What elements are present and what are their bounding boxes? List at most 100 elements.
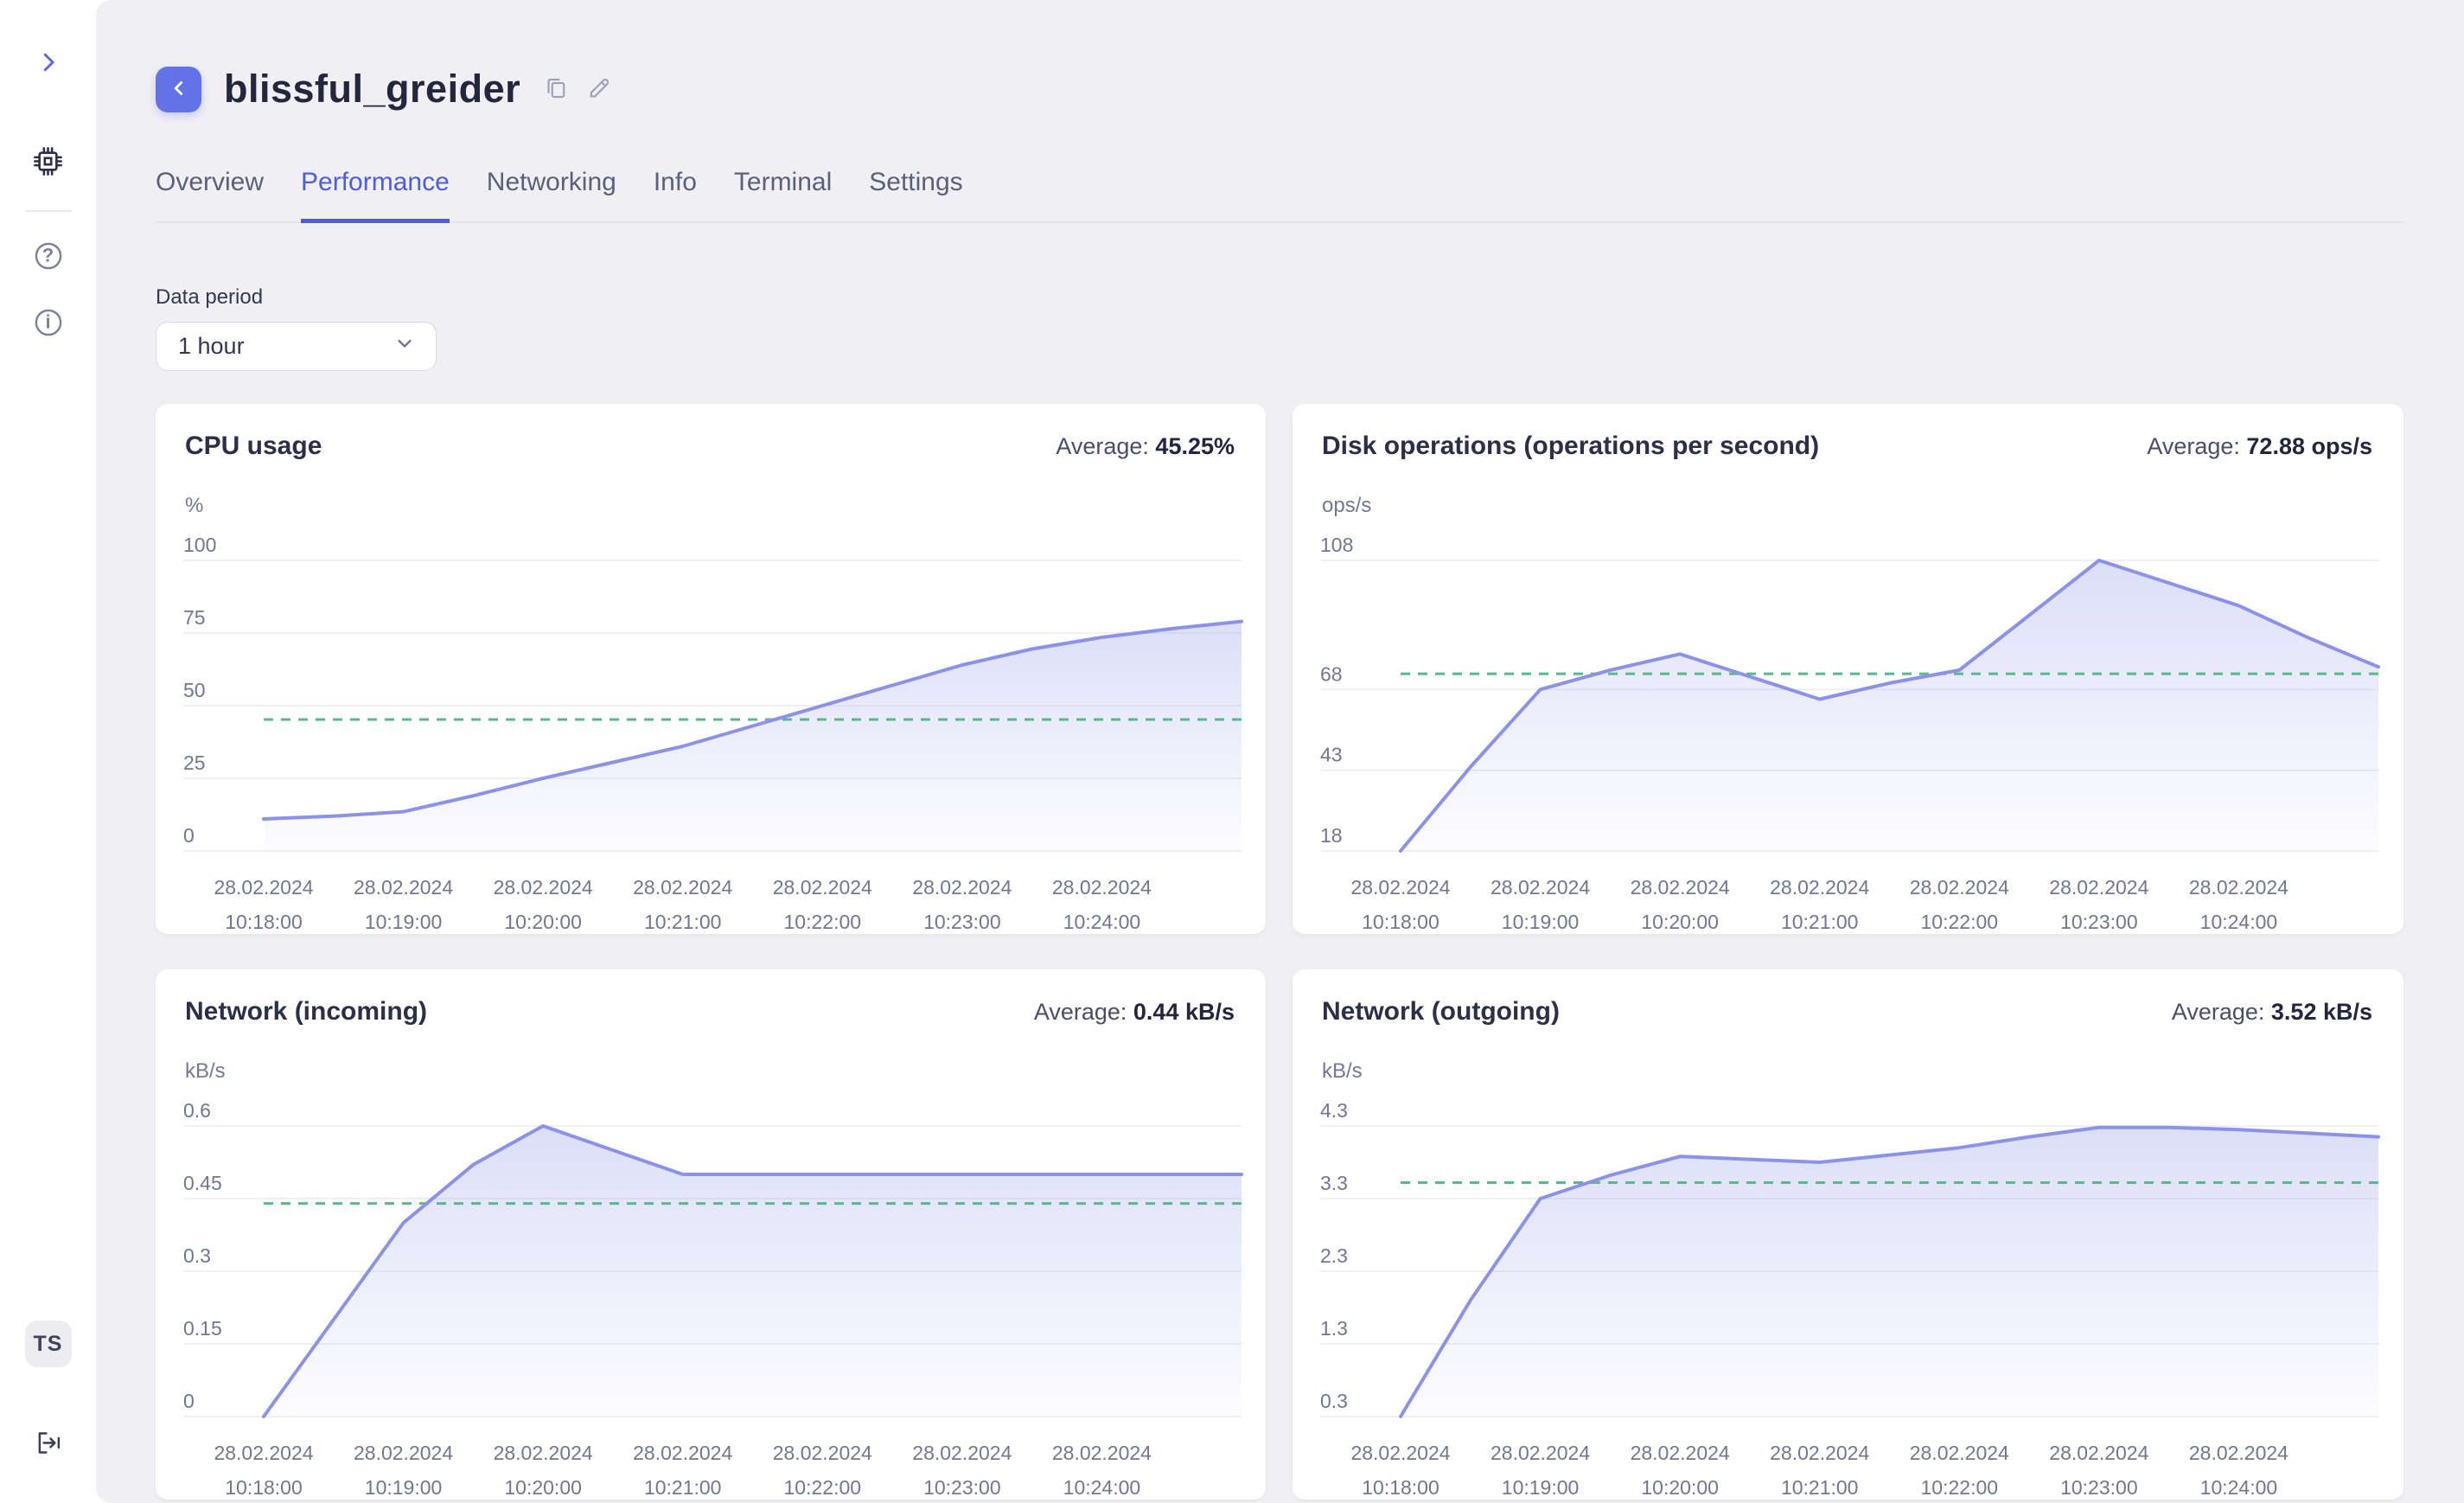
sidebar-expand-button[interactable] (24, 39, 73, 87)
chart-card-cpu-usage: CPU usage Average: 45.25% % 100 75 50 25 0 28… (156, 404, 1266, 934)
data-period-select[interactable]: 1 hour (156, 322, 437, 371)
chip-icon (32, 145, 64, 180)
data-period-value: 1 hour (178, 333, 245, 359)
page-title: blissful_greider (224, 67, 521, 111)
pencil-icon (586, 75, 612, 104)
chart-card-header: CPU usage Average: 45.25% (156, 404, 1266, 461)
tab-bar: Overview Performance Networking Info Termina… (156, 168, 2403, 223)
chart-unit-label: kB/s (185, 1059, 226, 1083)
chart-title: CPU usage (185, 432, 322, 460)
charts-grid: CPU usage Average: 45.25% % 100 75 50 25 0 28… (156, 404, 2403, 1500)
sidebar-item-resources[interactable] (24, 138, 73, 187)
tab-terminal[interactable]: Terminal (733, 168, 833, 196)
chart-average: Average: 0.44 kB/s (1034, 999, 1235, 1026)
average-label: Average: (1056, 433, 1149, 459)
edit-name-button[interactable] (586, 75, 612, 104)
chart-title: Disk operations (operations per second) (1322, 432, 1820, 460)
logout-icon (34, 1429, 62, 1460)
chart-card-header: Network (incoming) Average: 0.44 kB/s (156, 969, 1266, 1027)
sidebar-item-info[interactable]: i (24, 298, 73, 347)
chevron-right-icon (35, 49, 61, 78)
average-label: Average: (1033, 999, 1127, 1025)
svg-text:18: 18 (1320, 824, 1343, 847)
average-value: 3.52 kB/s (2270, 999, 2372, 1025)
average-label: Average: (2171, 999, 2265, 1025)
svg-text:0.45: 0.45 (183, 1172, 222, 1194)
help-icon: ? (31, 239, 66, 273)
chart-area: 4.3 3.3 2.3 1.3 0.3 28.02.2024 10:18:00 28.02.2… (1320, 1099, 2380, 1499)
svg-text:2.3: 2.3 (1320, 1244, 1348, 1267)
sidebar: ? i TS (0, 0, 96, 1503)
tab-overview[interactable]: Overview (156, 168, 265, 196)
average-value: 0.44 kB/s (1133, 999, 1235, 1025)
tab-performance[interactable]: Performance (301, 168, 450, 223)
chart-average: Average: 3.52 kB/s (2172, 999, 2372, 1026)
chart-average: Average: 72.88 ops/s (2147, 433, 2372, 460)
back-button[interactable] (156, 66, 201, 112)
copy-name-button[interactable] (543, 75, 569, 104)
chart-title: Network (outgoing) (1322, 997, 1560, 1026)
svg-text:4.3: 4.3 (1320, 1099, 1348, 1122)
chart-unit-label: kB/s (1322, 1059, 1363, 1083)
svg-text:0: 0 (183, 1390, 195, 1412)
tab-info[interactable]: Info (653, 168, 697, 196)
chevron-left-icon (168, 77, 190, 102)
svg-text:75: 75 (183, 606, 206, 629)
svg-text:25: 25 (183, 752, 206, 774)
info-icon: i (31, 305, 66, 340)
tab-settings[interactable]: Settings (869, 168, 963, 196)
chart-card-header: Disk operations (operations per second) … (1293, 404, 2403, 461)
svg-text:0: 0 (183, 824, 195, 847)
logout-button[interactable] (24, 1420, 73, 1468)
svg-text:0.3: 0.3 (1320, 1390, 1348, 1412)
average-value: 72.88 ops/s (2246, 433, 2372, 459)
page-header: blissful_greider (156, 66, 2403, 112)
average-value: 45.25% (1155, 433, 1235, 459)
svg-text:0.15: 0.15 (183, 1317, 222, 1340)
chart-area: 108 68 43 18 28.02.2024 10:18:00 28.02.2024 10:… (1320, 534, 2380, 933)
data-period-label: Data period (156, 285, 264, 309)
chart-card-header: Network (outgoing) Average: 3.52 kB/s (1293, 969, 2403, 1027)
chart-card-network-incoming: Network (incoming) Average: 0.44 kB/s kB… (156, 969, 1266, 1500)
content-panel: blissful_greider Overview Performance Netw… (96, 0, 2464, 1503)
chart-area: 0.6 0.45 0.3 0.15 0 28.02.2024 10:18:00 28.02.2… (183, 1099, 1243, 1499)
svg-text:1.3: 1.3 (1320, 1317, 1348, 1340)
chevron-down-icon (393, 331, 417, 361)
sidebar-divider (24, 210, 72, 212)
chart-card-disk-operations-operations-per-second: Disk operations (operations per second) … (1293, 404, 2403, 934)
chart-title: Network (incoming) (185, 997, 428, 1026)
svg-text:3.3: 3.3 (1320, 1172, 1348, 1194)
average-label: Average: (2147, 433, 2240, 459)
chart-card-network-outgoing: Network (outgoing) Average: 3.52 kB/s kB… (1293, 969, 2403, 1500)
avatar[interactable]: TS (24, 1321, 72, 1367)
sidebar-item-help[interactable]: ? (24, 232, 73, 280)
chart-average: Average: 45.25% (1056, 433, 1235, 460)
chart-unit-label: % (185, 494, 204, 517)
tab-networking[interactable]: Networking (486, 168, 616, 196)
